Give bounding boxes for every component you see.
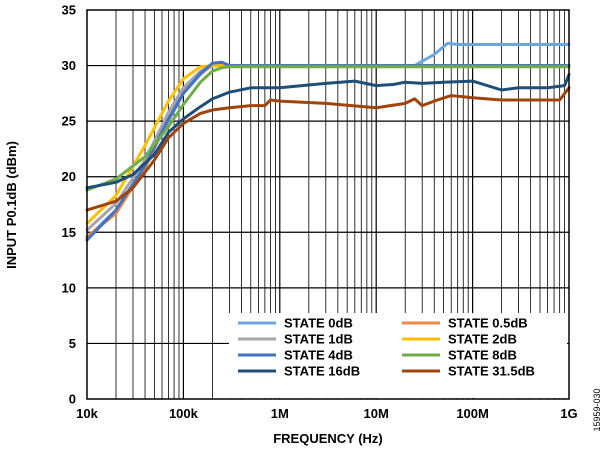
legend-label: STATE 2dB [448, 332, 517, 347]
x-tick-label: 100k [169, 406, 199, 421]
y-tick-label: 20 [62, 169, 76, 184]
y-tick-label: 35 [62, 3, 76, 18]
legend-label: STATE 4dB [284, 348, 353, 363]
y-tick-label: 15 [62, 225, 76, 240]
legend-background [229, 313, 567, 398]
x-tick-label: 1G [560, 406, 577, 421]
series-lines [85, 41, 571, 242]
y-tick-label: 10 [62, 280, 76, 295]
legend-label: STATE 0.5dB [448, 316, 528, 331]
x-tick-label: 100M [456, 406, 489, 421]
y-tick-label: 30 [62, 58, 76, 73]
series-line-state-16db [85, 73, 571, 190]
legend-label: STATE 31.5dB [448, 364, 535, 379]
y-tick-label: 5 [69, 336, 76, 351]
y-tick-label: 25 [62, 114, 76, 129]
y-tick-label: 0 [69, 392, 76, 407]
figure-id: 15959-030 [592, 388, 602, 431]
tick-labels: 10k 100k 1M 10M 100M 1G 0 5 10 15 20 25 30 35 [62, 3, 578, 422]
x-axis-title: FREQUENCY (Hz) [273, 431, 383, 446]
plot-frame [86, 9, 570, 400]
legend-label: STATE 1dB [284, 332, 353, 347]
x-tick-label: 1M [271, 406, 289, 421]
legend-label: STATE 0dB [284, 316, 353, 331]
y-axis-title: INPUT P0.1dB (dBm) [4, 141, 19, 269]
legend-label: STATE 16dB [284, 364, 360, 379]
legend-label: STATE 8dB [448, 348, 517, 363]
series-line-state-31-5db [85, 86, 571, 212]
series-line-state-8db [85, 65, 571, 192]
x-tick-label: 10M [364, 406, 389, 421]
x-tick-label: 10k [76, 406, 98, 421]
